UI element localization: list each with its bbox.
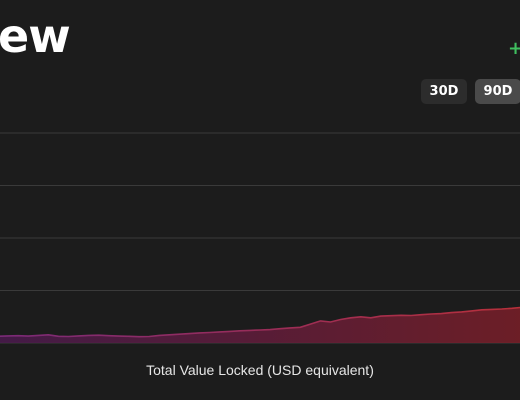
tvl-area-chart bbox=[0, 132, 520, 344]
data-point bbox=[471, 310, 473, 312]
data-point bbox=[340, 319, 342, 321]
data-point bbox=[229, 330, 231, 332]
data-point bbox=[320, 320, 322, 322]
chart-grid bbox=[0, 132, 520, 344]
data-point bbox=[189, 333, 191, 335]
data-point bbox=[17, 335, 19, 337]
data-point bbox=[370, 317, 372, 319]
data-point bbox=[360, 316, 362, 318]
data-point bbox=[279, 328, 281, 330]
data-point bbox=[269, 329, 271, 331]
data-point bbox=[420, 314, 422, 316]
data-point bbox=[199, 332, 201, 334]
data-point bbox=[481, 309, 483, 311]
chart-caption: Total Value Locked (USD equivalent) bbox=[146, 362, 374, 378]
data-point bbox=[380, 315, 382, 317]
data-point bbox=[451, 312, 453, 314]
data-point bbox=[400, 314, 402, 316]
data-point bbox=[309, 323, 311, 325]
data-point bbox=[37, 334, 39, 336]
data-point bbox=[88, 334, 90, 336]
page-title: ew bbox=[0, 9, 71, 63]
data-point bbox=[58, 335, 60, 337]
data-point bbox=[27, 335, 29, 337]
data-point bbox=[430, 313, 432, 315]
data-point bbox=[299, 326, 301, 328]
data-point bbox=[98, 334, 100, 336]
data-point bbox=[7, 335, 9, 337]
data-point bbox=[138, 336, 140, 338]
change-indicator: + bbox=[508, 38, 520, 59]
data-point bbox=[168, 334, 170, 336]
data-point bbox=[47, 334, 49, 336]
data-point bbox=[491, 308, 493, 310]
data-point bbox=[249, 329, 251, 331]
data-point bbox=[501, 308, 503, 310]
tvl-area-fill bbox=[0, 307, 520, 343]
data-point bbox=[148, 336, 150, 338]
data-point bbox=[128, 335, 130, 337]
data-point bbox=[410, 315, 412, 317]
data-point bbox=[390, 315, 392, 317]
data-point bbox=[461, 311, 463, 313]
range-button-30d[interactable]: 30D bbox=[421, 79, 467, 104]
data-point bbox=[350, 317, 352, 319]
data-point bbox=[108, 335, 110, 337]
data-point bbox=[78, 335, 80, 337]
data-point bbox=[259, 329, 261, 331]
data-point bbox=[289, 327, 291, 329]
data-point bbox=[209, 332, 211, 334]
data-point bbox=[68, 336, 70, 338]
data-point bbox=[158, 334, 160, 336]
data-point bbox=[239, 330, 241, 332]
range-button-90d[interactable]: 90D bbox=[475, 79, 520, 104]
data-point bbox=[219, 331, 221, 333]
data-point bbox=[118, 335, 120, 337]
data-point bbox=[440, 313, 442, 315]
data-point bbox=[511, 307, 513, 309]
data-point bbox=[330, 321, 332, 323]
data-point bbox=[178, 333, 180, 335]
tvl-series-line bbox=[0, 306, 520, 338]
